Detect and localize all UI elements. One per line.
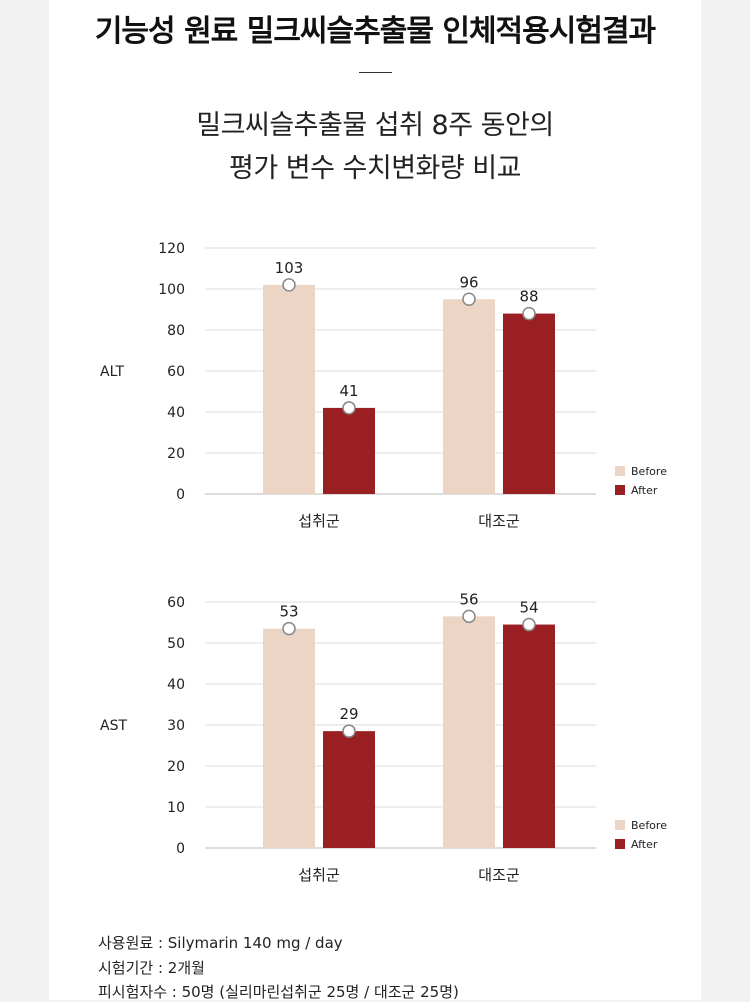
bar-marker bbox=[522, 617, 536, 632]
y-tick-label: 20 bbox=[167, 446, 185, 462]
y-tick-label: 120 bbox=[158, 241, 185, 257]
data-label: 56 bbox=[459, 590, 478, 608]
x-tick-label: 대조군 bbox=[478, 866, 520, 884]
data-label: 41 bbox=[339, 382, 358, 400]
y-axis-label: ALT bbox=[100, 364, 124, 380]
bar-after bbox=[503, 624, 555, 848]
alt-chart-svg: 0 20 40 60 80 100 120 ALT 103 41 섭취군 96 88 대조군 Before A… bbox=[100, 241, 667, 530]
bar-after bbox=[503, 313, 555, 494]
y-axis-label: AST bbox=[100, 718, 127, 734]
legend-label-before: Before bbox=[631, 465, 667, 478]
bar-marker bbox=[342, 724, 356, 738]
bar-marker bbox=[522, 306, 536, 321]
bar-before bbox=[443, 299, 495, 494]
data-label: 54 bbox=[519, 599, 538, 617]
bar-marker bbox=[462, 292, 476, 306]
x-tick-label: 대조군 bbox=[478, 512, 520, 530]
bar-marker bbox=[282, 278, 296, 292]
legend-swatch-after bbox=[615, 485, 625, 495]
y-tick-label: 0 bbox=[176, 841, 185, 857]
bar-after bbox=[323, 731, 375, 848]
ast-chart-svg: 0 10 20 30 40 50 60 AST 53 29 섭취군 56 54 대조군 Before Afte… bbox=[100, 590, 667, 884]
y-tick-label: 60 bbox=[167, 595, 185, 611]
data-label: 96 bbox=[459, 273, 478, 291]
legend-label-after: After bbox=[631, 484, 658, 497]
y-tick-label: 0 bbox=[176, 487, 185, 503]
bar-marker bbox=[342, 401, 356, 415]
legend-swatch-before bbox=[615, 466, 625, 476]
data-label: 29 bbox=[339, 705, 358, 723]
y-tick-label: 100 bbox=[158, 282, 185, 298]
note-period: 시험기간 : 2개월 bbox=[98, 959, 205, 977]
x-tick-label: 섭취군 bbox=[298, 866, 340, 884]
legend-swatch-after bbox=[615, 839, 625, 849]
subtitle-line-2: 평가 변수 수치변화량 비교 bbox=[229, 153, 522, 184]
title-divider bbox=[359, 72, 392, 73]
bar-after bbox=[323, 407, 375, 494]
bar-before bbox=[443, 616, 495, 848]
legend-swatch-before bbox=[615, 820, 625, 830]
y-tick-label: 20 bbox=[167, 759, 185, 775]
y-tick-label: 80 bbox=[167, 323, 185, 339]
alt-chart: 0 20 40 60 80 100 120 ALT 103 41 섭취군 96 88 대조군 Before A… bbox=[0, 228, 750, 530]
bar-marker bbox=[282, 621, 296, 636]
legend-label-before: Before bbox=[631, 819, 667, 832]
ast-chart: 0 10 20 30 40 50 60 AST 53 29 섭취군 56 54 대조군 Before Afte… bbox=[0, 582, 750, 884]
legend-label-after: After bbox=[631, 838, 658, 851]
bar-before bbox=[263, 628, 315, 848]
y-tick-label: 50 bbox=[167, 636, 185, 652]
data-label: 103 bbox=[275, 259, 304, 277]
data-label: 88 bbox=[519, 288, 538, 306]
note-material: 사용원료 : Silymarin 140 mg / day bbox=[98, 934, 343, 952]
data-label: 53 bbox=[279, 603, 298, 621]
y-tick-label: 60 bbox=[167, 364, 185, 380]
bar-marker bbox=[462, 609, 476, 624]
y-tick-label: 10 bbox=[167, 800, 185, 816]
page-title: 기능성 원료 밀크씨슬추출물 인체적용시험결과 bbox=[94, 14, 656, 49]
y-tick-label: 40 bbox=[167, 677, 185, 693]
y-tick-label: 40 bbox=[167, 405, 185, 421]
y-tick-label: 30 bbox=[167, 718, 185, 734]
bar-before bbox=[263, 284, 315, 494]
x-tick-label: 섭취군 bbox=[298, 512, 340, 530]
subtitle-line-1: 밀크씨슬추출물 섭취 8주 동안의 bbox=[196, 110, 554, 141]
note-subjects: 피시험자수 : 50명 (실리마린섭취군 25명 / 대조군 25명) bbox=[98, 983, 459, 1001]
